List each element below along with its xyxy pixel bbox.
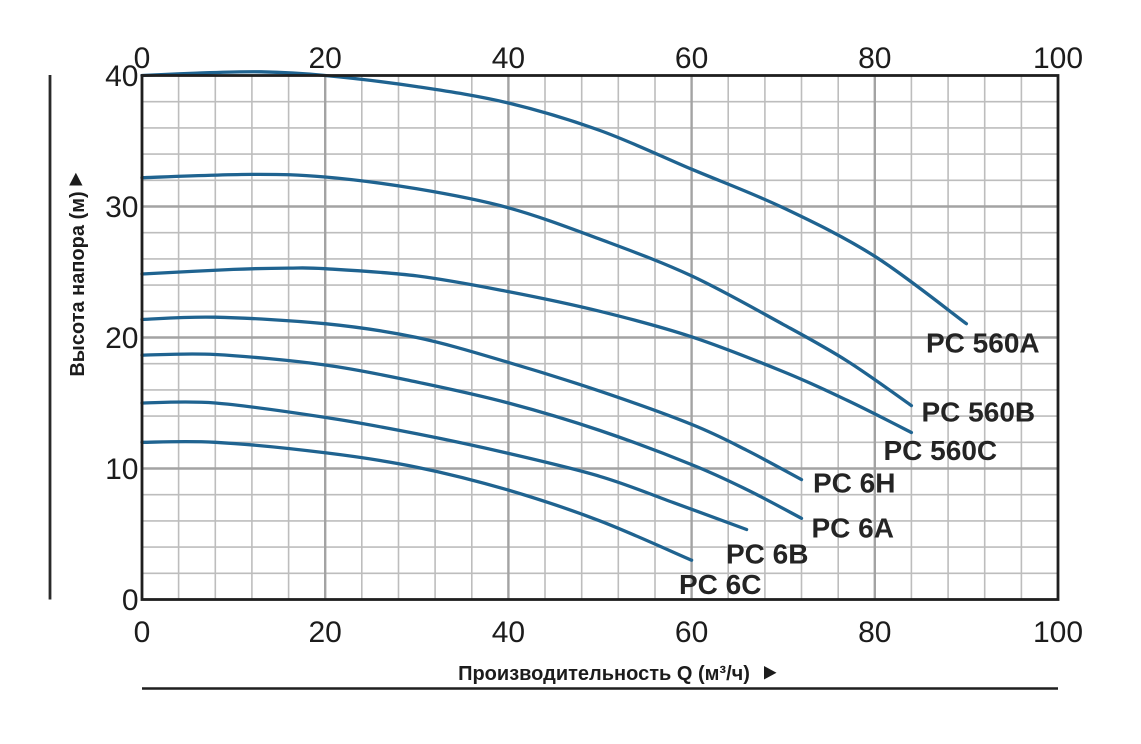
svg-text:Производительность Q (м³/ч): Производительность Q (м³/ч) xyxy=(458,663,750,685)
svg-text:20: 20 xyxy=(105,322,138,355)
svg-text:0: 0 xyxy=(134,616,151,649)
svg-text:PC 6H: PC 6H xyxy=(813,468,895,499)
svg-text:40: 40 xyxy=(105,60,138,93)
svg-text:80: 80 xyxy=(858,616,891,649)
svg-text:0: 0 xyxy=(122,584,139,617)
svg-text:80: 80 xyxy=(858,42,891,75)
svg-text:40: 40 xyxy=(492,42,525,75)
svg-text:60: 60 xyxy=(675,616,708,649)
svg-text:100: 100 xyxy=(1033,616,1083,649)
svg-text:10: 10 xyxy=(105,453,138,486)
svg-text:0: 0 xyxy=(134,42,151,75)
svg-text:PC 6C: PC 6C xyxy=(679,569,761,600)
svg-text:100: 100 xyxy=(1033,42,1083,75)
svg-text:PC 560A: PC 560A xyxy=(926,328,1040,359)
svg-text:30: 30 xyxy=(105,191,138,224)
svg-text:60: 60 xyxy=(675,42,708,75)
svg-text:Высота напора (м): Высота напора (м) xyxy=(67,191,89,376)
svg-text:PC 6B: PC 6B xyxy=(726,539,808,570)
svg-text:40: 40 xyxy=(492,616,525,649)
svg-text:PC 560C: PC 560C xyxy=(884,435,998,466)
svg-text:PC 6A: PC 6A xyxy=(812,513,894,544)
svg-text:20: 20 xyxy=(309,616,342,649)
svg-text:20: 20 xyxy=(309,42,342,75)
svg-text:PC 560B: PC 560B xyxy=(922,397,1036,428)
